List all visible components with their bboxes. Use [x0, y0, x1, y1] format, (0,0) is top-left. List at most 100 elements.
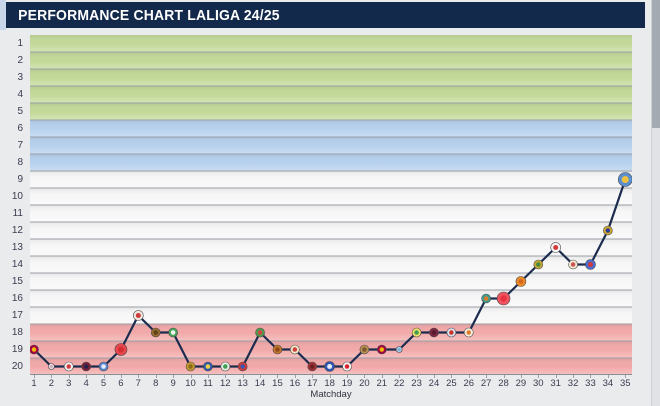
- y-tick-label: 14: [11, 259, 23, 270]
- x-tick: [347, 375, 349, 378]
- x-tick-label: 3: [66, 378, 72, 389]
- matchday-31-marker: [550, 242, 562, 253]
- x-tick-label: 20: [359, 378, 370, 389]
- x-tick: [538, 375, 540, 378]
- y-tick-label: 20: [11, 361, 23, 372]
- x-tick: [173, 375, 175, 378]
- y-tick-label: 12: [11, 225, 23, 236]
- x-axis-title: Matchday: [310, 389, 352, 400]
- matchday-6-marker: [114, 343, 128, 356]
- y-tick-label: 7: [17, 140, 23, 151]
- x-tick-label: 31: [550, 378, 561, 389]
- x-tick-label: 21: [376, 378, 388, 389]
- y-tick-label: 16: [11, 293, 23, 304]
- scrollbar[interactable]: [651, 0, 660, 406]
- x-tick-label: 4: [83, 378, 89, 389]
- x-tick-label: 34: [602, 378, 614, 389]
- matchday-1-marker: [30, 344, 39, 355]
- matchday-27-marker: [481, 293, 491, 304]
- x-tick: [399, 375, 401, 378]
- matchday-28-marker: [496, 291, 511, 306]
- matchday-35-marker: [617, 172, 632, 187]
- x-tick: [625, 375, 627, 378]
- x-tick-label: 8: [153, 378, 159, 389]
- y-tick-label: 17: [11, 310, 23, 321]
- y-tick-label: 8: [17, 157, 23, 168]
- matchday-26-marker: [463, 327, 474, 338]
- x-tick: [225, 375, 227, 378]
- x-tick-label: 11: [202, 378, 213, 389]
- matchday-24-marker: [429, 327, 439, 338]
- x-tick: [468, 375, 470, 378]
- y-tick-label: 1: [17, 38, 23, 49]
- x-tick-label: 35: [619, 378, 631, 389]
- matchday-32-marker: [568, 259, 578, 270]
- x-tick-label: 6: [118, 378, 124, 389]
- x-tick: [555, 375, 557, 378]
- x-tick: [503, 375, 505, 378]
- x-tick: [155, 375, 157, 378]
- x-tick-label: 14: [254, 378, 266, 389]
- matchday-4-marker: [81, 361, 91, 372]
- x-tick: [68, 375, 70, 378]
- x-tick: [486, 375, 488, 378]
- x-tick: [573, 375, 575, 378]
- x-tick-label: 28: [498, 378, 509, 389]
- x-tick: [277, 375, 279, 378]
- x-tick: [607, 375, 609, 378]
- y-tick-label: 3: [17, 72, 23, 83]
- x-tick-label: 22: [393, 378, 405, 389]
- x-tick-label: 25: [446, 378, 457, 389]
- matchday-7-marker: [133, 310, 144, 321]
- x-tick: [451, 375, 453, 378]
- x-tick-label: 15: [272, 378, 283, 389]
- plot-area: [30, 35, 632, 375]
- matchday-14-marker: [255, 327, 265, 338]
- x-tick: [207, 375, 209, 378]
- y-tick-label: 4: [17, 89, 23, 100]
- matchday-5-marker: [98, 361, 109, 372]
- y-tick-label: 18: [11, 327, 23, 338]
- x-tick: [51, 375, 53, 378]
- x-tick-label: 5: [100, 378, 107, 389]
- x-tick-label: 24: [428, 378, 440, 389]
- x-tick-label: 27: [480, 378, 492, 389]
- scrollbar-thumb[interactable]: [652, 0, 660, 128]
- x-tick: [433, 375, 435, 378]
- y-tick-label: 6: [17, 123, 23, 134]
- x-tick-label: 23: [411, 378, 422, 389]
- matchday-20-marker: [359, 344, 370, 355]
- matchday-29-marker: [515, 276, 527, 287]
- matchday-12-marker: [220, 361, 231, 372]
- x-tick: [364, 375, 366, 378]
- y-tick-label: 5: [17, 106, 23, 117]
- x-tick: [103, 375, 105, 378]
- matchday-25-marker: [446, 327, 457, 338]
- y-tick-label: 10: [11, 191, 23, 202]
- matchday-23-marker: [411, 327, 422, 338]
- y-tick-label: 9: [17, 174, 23, 185]
- x-axis: 1 2 3 4 5 6 7 8 9 10 11 12 13 14 15 16 17 18 19 20 21 22 23 24 2…: [30, 375, 632, 391]
- matchday-34-marker: [603, 225, 613, 236]
- y-tick-label: 11: [12, 208, 23, 219]
- x-tick: [242, 375, 244, 378]
- matchday-21-marker: [376, 344, 387, 355]
- x-tick: [86, 375, 88, 378]
- x-tick: [138, 375, 140, 378]
- y-tick-label: 13: [11, 242, 23, 253]
- matchday-13-marker: [237, 361, 248, 372]
- x-tick-label: 26: [463, 378, 475, 389]
- x-tick: [590, 375, 592, 378]
- x-tick-label: 29: [515, 378, 527, 389]
- left-edge-stripe: [0, 0, 6, 30]
- title-bar: PERFORMANCE CHART LALIGA 24/25: [6, 2, 645, 28]
- x-tick-label: 19: [341, 378, 353, 389]
- x-tick: [520, 375, 522, 378]
- x-tick: [312, 375, 314, 378]
- x-tick-label: 33: [585, 378, 596, 389]
- x-tick-label: 1: [31, 378, 37, 389]
- matchday-18-marker: [324, 361, 335, 372]
- matchday-17-marker: [307, 361, 318, 372]
- x-tick: [416, 375, 418, 378]
